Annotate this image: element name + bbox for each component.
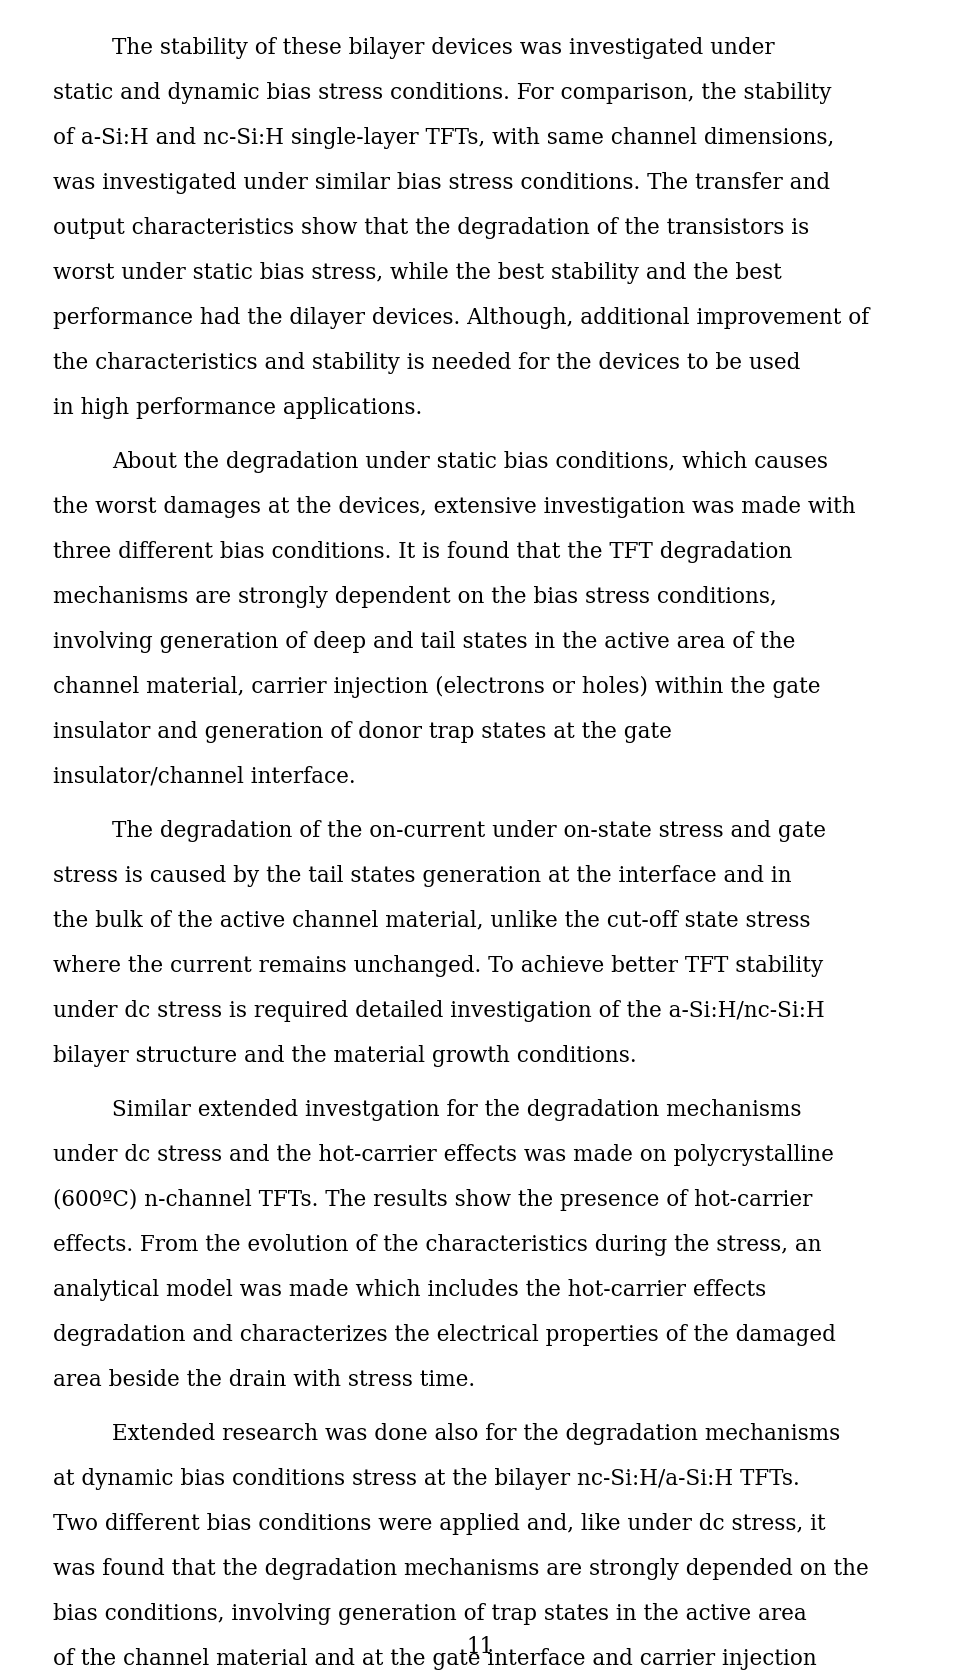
Text: in high performance applications.: in high performance applications. [53,396,422,420]
Text: degradation and characterizes the electrical properties of the damaged: degradation and characterizes the electr… [53,1324,835,1346]
Text: analytical model was made which includes the hot-carrier effects: analytical model was made which includes… [53,1279,766,1300]
Text: under dc stress and the hot-carrier effects was made on polycrystalline: under dc stress and the hot-carrier effe… [53,1144,833,1166]
Text: Similar extended investgation for the degradation mechanisms: Similar extended investgation for the de… [112,1099,802,1121]
Text: under dc stress is required detailed investigation of the a-Si:H/nc-Si:H: under dc stress is required detailed inv… [53,1000,825,1022]
Text: output characteristics show that the degradation of the transistors is: output characteristics show that the deg… [53,216,809,238]
Text: Extended research was done also for the degradation mechanisms: Extended research was done also for the … [112,1423,841,1445]
Text: effects. From the evolution of the characteristics during the stress, an: effects. From the evolution of the chara… [53,1233,822,1255]
Text: mechanisms are strongly dependent on the bias stress conditions,: mechanisms are strongly dependent on the… [53,586,777,607]
Text: three different bias conditions. It is found that the TFT degradation: three different bias conditions. It is f… [53,540,792,562]
Text: bias conditions, involving generation of trap states in the active area: bias conditions, involving generation of… [53,1602,806,1624]
Text: was found that the degradation mechanisms are strongly depended on the: was found that the degradation mechanism… [53,1557,869,1581]
Text: Two different bias conditions were applied and, like under dc stress, it: Two different bias conditions were appli… [53,1514,826,1535]
Text: The stability of these bilayer devices was investigated under: The stability of these bilayer devices w… [112,37,775,59]
Text: The degradation of the on-current under on-state stress and gate: The degradation of the on-current under … [112,821,827,842]
Text: where the current remains unchanged. To achieve better TFT stability: where the current remains unchanged. To … [53,955,823,977]
Text: About the degradation under static bias conditions, which causes: About the degradation under static bias … [112,451,828,473]
Text: static and dynamic bias stress conditions. For comparison, the stability: static and dynamic bias stress condition… [53,82,831,104]
Text: insulator/channel interface.: insulator/channel interface. [53,765,355,787]
Text: was investigated under similar bias stress conditions. The transfer and: was investigated under similar bias stre… [53,171,830,195]
Text: performance had the dilayer devices. Although, additional improvement of: performance had the dilayer devices. Alt… [53,307,869,329]
Text: of a-Si:H and nc-Si:H single-layer TFTs, with same channel dimensions,: of a-Si:H and nc-Si:H single-layer TFTs,… [53,128,834,149]
Text: insulator and generation of donor trap states at the gate: insulator and generation of donor trap s… [53,722,672,743]
Text: the characteristics and stability is needed for the devices to be used: the characteristics and stability is nee… [53,352,801,374]
Text: the worst damages at the devices, extensive investigation was made with: the worst damages at the devices, extens… [53,497,855,519]
Text: channel material, carrier injection (electrons or holes) within the gate: channel material, carrier injection (ele… [53,676,820,698]
Text: worst under static bias stress, while the best stability and the best: worst under static bias stress, while th… [53,262,781,284]
Text: involving generation of deep and tail states in the active area of the: involving generation of deep and tail st… [53,631,795,653]
Text: 11: 11 [467,1636,493,1658]
Text: bilayer structure and the material growth conditions.: bilayer structure and the material growt… [53,1045,636,1067]
Text: the bulk of the active channel material, unlike the cut-off state stress: the bulk of the active channel material,… [53,909,810,931]
Text: of the channel material and at the gate interface and carrier injection: of the channel material and at the gate … [53,1648,817,1670]
Text: area beside the drain with stress time.: area beside the drain with stress time. [53,1369,475,1391]
Text: at dynamic bias conditions stress at the bilayer nc-Si:H/a-Si:H TFTs.: at dynamic bias conditions stress at the… [53,1468,800,1490]
Text: (600ºC) n-channel TFTs. The results show the presence of hot-carrier: (600ºC) n-channel TFTs. The results show… [53,1190,812,1212]
Text: stress is caused by the tail states generation at the interface and in: stress is caused by the tail states gene… [53,864,791,888]
